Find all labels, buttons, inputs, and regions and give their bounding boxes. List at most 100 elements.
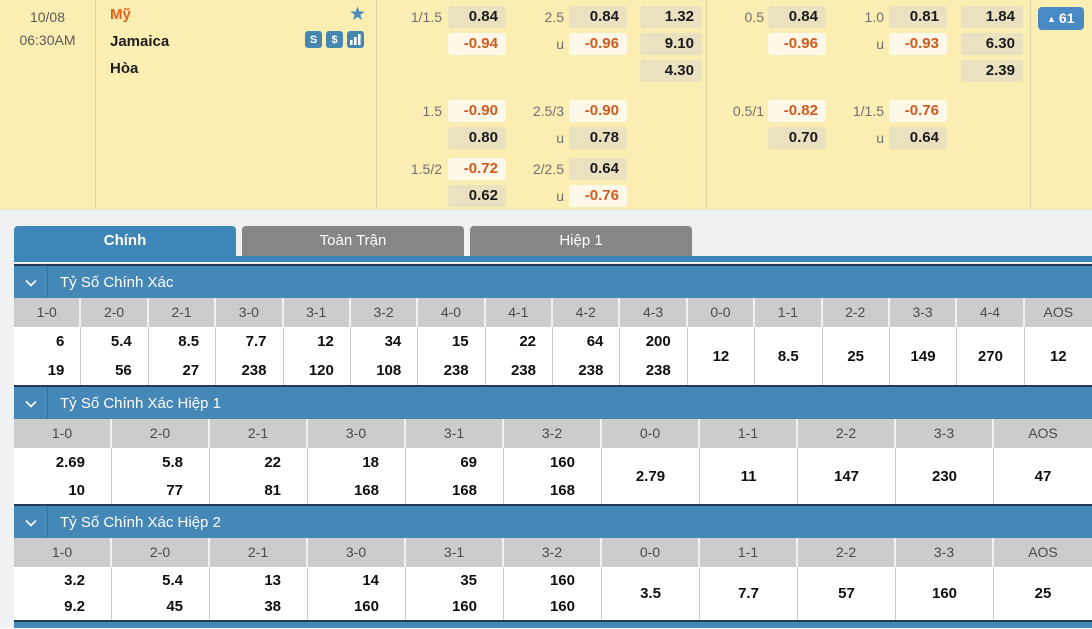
odds-cell[interactable]: -0.90 — [448, 100, 506, 122]
stats-icon[interactable]: S — [305, 31, 322, 48]
section-header-ty-so-chinh-xac-hiep-1[interactable]: Tỷ Số Chính Xác Hiệp 1 — [14, 387, 1092, 419]
tab-chinh[interactable]: Chính — [14, 226, 236, 256]
score-column-headers: 1-0 2-0 2-1 3-0 3-1 3-2 4-0 4-1 4-2 4-3 0-0 1-1 2-2 3… — [14, 298, 1092, 327]
odds-cell[interactable]: 1.84 — [961, 6, 1023, 28]
handicap-line-label: 1/1.5 — [852, 103, 884, 119]
score-odds-2-1[interactable]: 13 38 — [210, 567, 308, 620]
score-odds-aos[interactable]: 25 — [994, 567, 1092, 620]
odds-cell[interactable]: 0.64 — [889, 127, 947, 149]
tab-toan-tran[interactable]: Toàn Trận — [242, 226, 464, 256]
score-odds-3-0[interactable]: 14 160 — [308, 567, 406, 620]
score-odds-4-0[interactable]: 15 238 — [418, 327, 486, 385]
score-odds-2-2[interactable]: 25 — [823, 327, 890, 385]
score-odd-value: 238 — [645, 362, 671, 379]
collapse-chevron[interactable] — [14, 266, 48, 298]
odds-cell[interactable]: 2.39 — [961, 60, 1023, 82]
score-odds-2-0[interactable]: 5.4 56 — [81, 327, 149, 385]
score-odd-value: 12 — [1049, 347, 1067, 365]
score-odds-2-0[interactable]: 5.8 77 — [112, 448, 210, 504]
dollar-icon[interactable]: $ — [326, 31, 343, 48]
team-away[interactable]: Jamaica — [110, 33, 170, 50]
odds-cell[interactable]: -0.76 — [889, 100, 947, 122]
score-odd-value: 147 — [833, 467, 860, 485]
score-odds-3-2[interactable]: 34 108 — [351, 327, 419, 385]
score-odds-1-0[interactable]: 3.2 9.2 — [14, 567, 112, 620]
more-bets-count-badge[interactable]: ▲ 61 — [1038, 7, 1084, 30]
odds-cell[interactable]: 0.84 — [448, 6, 506, 28]
odds-cell[interactable]: -0.96 — [768, 33, 826, 55]
tab-bar: Chính Toàn Trận Hiệp 1 — [14, 226, 1092, 256]
score-odds-3-0[interactable]: 7.7 238 — [216, 327, 284, 385]
score-odds-1-1[interactable]: 8.5 — [755, 327, 823, 385]
score-odds-3-3[interactable]: 160 — [896, 567, 994, 620]
odds-cell[interactable]: -0.94 — [448, 33, 506, 55]
tab-hiep-1[interactable]: Hiệp 1 — [470, 226, 692, 256]
odds-cell[interactable]: 4.30 — [640, 60, 702, 82]
score-odds-aos[interactable]: 47 — [994, 448, 1092, 504]
section-title: Tỷ Số Chính Xác Hiệp 1 — [60, 394, 221, 412]
score-odds-3-0[interactable]: 18 168 — [308, 448, 406, 504]
odds-cell[interactable]: 0.80 — [448, 127, 506, 149]
odds-cell[interactable]: 0.78 — [569, 127, 627, 149]
handicap-line-label: 2/2.5 — [532, 161, 564, 177]
score-odds-1-1[interactable]: 7.7 — [700, 567, 798, 620]
odds-cell[interactable]: -0.72 — [448, 158, 506, 180]
chevron-down-icon — [24, 274, 37, 291]
score-header-4-4: 4-4 — [957, 298, 1025, 327]
score-odds-4-3[interactable]: 200 238 — [620, 327, 688, 385]
team-home[interactable]: Mỹ — [110, 6, 131, 23]
score-odds-2-2[interactable]: 57 — [798, 567, 896, 620]
score-odds-3-2[interactable]: 160 160 — [504, 567, 602, 620]
odds-cell[interactable]: 6.30 — [961, 33, 1023, 55]
odds-cell[interactable]: -0.82 — [768, 100, 826, 122]
match-time: 06:30AM — [19, 32, 76, 48]
score-odds-0-0[interactable]: 2.79 — [602, 448, 700, 504]
score-odds-3-1[interactable]: 12 120 — [284, 327, 351, 385]
odds-cell[interactable]: -0.96 — [569, 33, 627, 55]
section-header-ty-so-chinh-xac[interactable]: Tỷ Số Chính Xác — [14, 266, 1092, 298]
odds-cell[interactable]: 0.81 — [889, 6, 947, 28]
score-odds-0-0[interactable]: 3.5 — [602, 567, 700, 620]
score-odds-0-0[interactable]: 12 — [688, 327, 756, 385]
score-odds-2-0[interactable]: 5.4 45 — [112, 567, 210, 620]
score-header-4-0: 4-0 — [418, 298, 486, 327]
score-odds-3-1[interactable]: 35 160 — [406, 567, 504, 620]
collapse-chevron[interactable] — [14, 387, 48, 419]
score-odd-value: 238 — [443, 362, 469, 379]
score-odds-4-1[interactable]: 22 238 — [486, 327, 553, 385]
handicap-line-label: 0.5 — [744, 9, 764, 25]
score-odd-value: 5.4 — [110, 333, 132, 350]
odds-cell[interactable]: 0.84 — [768, 6, 826, 28]
handicap-line-label: u — [556, 36, 564, 52]
odds-cell[interactable]: -0.90 — [569, 100, 627, 122]
odds-cell[interactable]: -0.93 — [889, 33, 947, 55]
favorite-star-icon[interactable]: ★ — [349, 4, 367, 25]
score-odds-4-2[interactable]: 64 238 — [553, 327, 621, 385]
section-header-ty-so-chinh-xac-hiep-2[interactable]: Tỷ Số Chính Xác Hiệp 2 — [14, 506, 1092, 538]
odds-cell[interactable]: 9.10 — [640, 33, 702, 55]
score-odds-3-3[interactable]: 230 — [896, 448, 994, 504]
score-header-3-1: 3-1 — [406, 419, 504, 448]
score-header-1-0: 1-0 — [14, 538, 112, 567]
score-odds-4-4[interactable]: 270 — [957, 327, 1025, 385]
score-odds-1-0[interactable]: 6 19 — [14, 327, 82, 385]
score-odds-3-1[interactable]: 69 168 — [406, 448, 504, 504]
odds-cell[interactable]: 0.62 — [448, 185, 506, 207]
odds-cell[interactable]: 0.84 — [569, 6, 627, 28]
score-odds-1-0[interactable]: 2.69 10 — [14, 448, 112, 504]
score-odds-1-1[interactable]: 11 — [700, 448, 798, 504]
score-header-2-2: 2-2 — [798, 419, 896, 448]
score-odds-2-1[interactable]: 8.5 27 — [149, 327, 217, 385]
score-odd-value: 25 — [1034, 585, 1052, 602]
score-odds-aos[interactable]: 12 — [1025, 327, 1092, 385]
score-odds-2-2[interactable]: 147 — [798, 448, 896, 504]
odds-cell[interactable]: 0.64 — [569, 158, 627, 180]
bar-chart-icon[interactable] — [347, 31, 364, 48]
odds-cell[interactable]: 0.70 — [768, 127, 826, 149]
score-odds-3-2[interactable]: 160 168 — [504, 448, 602, 504]
collapse-chevron[interactable] — [14, 506, 48, 538]
score-odds-2-1[interactable]: 22 81 — [210, 448, 308, 504]
odds-cell[interactable]: 1.32 — [640, 6, 702, 28]
score-odds-3-3[interactable]: 149 — [890, 327, 958, 385]
odds-cell[interactable]: -0.76 — [569, 185, 627, 207]
